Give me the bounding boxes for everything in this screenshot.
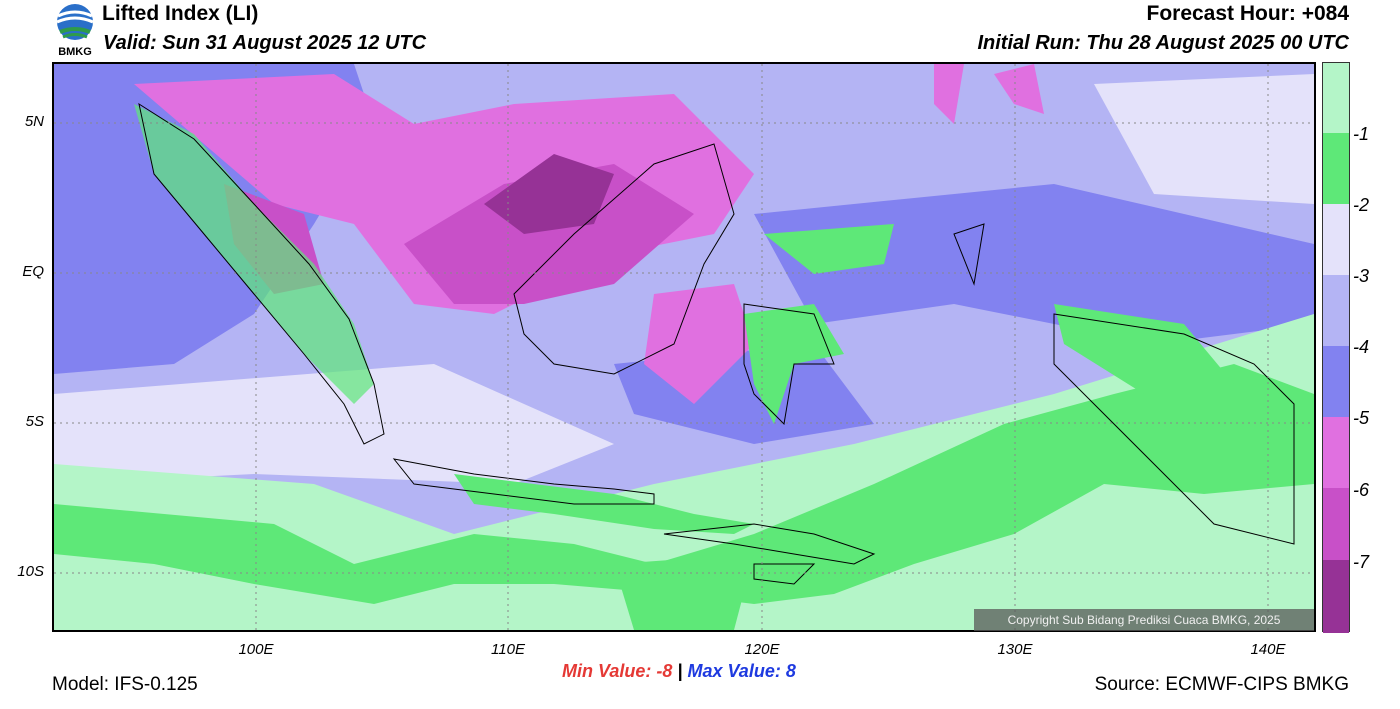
lifted-index-map xyxy=(52,62,1316,632)
colorbar-segment xyxy=(1323,275,1349,346)
lon-label-100e: 100E xyxy=(238,641,274,658)
colorbar-segment xyxy=(1323,560,1349,633)
colorbar-segment xyxy=(1323,204,1349,275)
max-value-label: Max Value: xyxy=(687,661,781,681)
lon-label-110e: 110E xyxy=(491,641,525,658)
colorbar-segment xyxy=(1323,346,1349,417)
map-title: Lifted Index (LI) xyxy=(102,2,259,25)
colorbar-label: -1 xyxy=(1353,124,1370,144)
colorbar-label: -6 xyxy=(1353,480,1370,500)
colorbar-segment xyxy=(1323,133,1349,204)
min-max-values: Min Value: -8 | Max Value: 8 xyxy=(562,661,796,682)
copyright-note: Copyright Sub Bidang Prediksi Cuaca BMKG… xyxy=(974,609,1314,631)
forecast-hour: Forecast Hour: +084 xyxy=(1146,2,1350,25)
initial-run: Initial Run: Thu 28 August 2025 00 UTC xyxy=(977,32,1349,54)
max-value: 8 xyxy=(785,661,796,681)
minmax-separator: | xyxy=(677,661,683,681)
lat-label-5n: 5N xyxy=(24,113,44,130)
bmkg-logo: BMKG xyxy=(52,2,98,60)
colorbar-segment xyxy=(1323,417,1349,488)
colorbar-label: -3 xyxy=(1353,266,1370,286)
lon-label-130e: 130E xyxy=(997,641,1033,658)
lat-label-5s: 5S xyxy=(25,413,44,430)
logo-text: BMKG xyxy=(58,46,92,58)
min-value-label: Min Value: xyxy=(562,661,652,681)
lat-label-10s: 10S xyxy=(17,563,44,580)
colorbar-segment xyxy=(1323,63,1349,133)
colorbar-label: -5 xyxy=(1353,408,1370,428)
colorbar-segment xyxy=(1323,488,1349,560)
min-value: -8 xyxy=(656,661,673,681)
lon-label-120e: 120E xyxy=(744,641,780,658)
lon-label-140e: 140E xyxy=(1250,641,1286,658)
model-info: Model: IFS-0.125 xyxy=(52,674,198,695)
lat-label-eq: EQ xyxy=(22,263,44,280)
colorbar-label: -7 xyxy=(1353,552,1370,572)
colorbar xyxy=(1322,62,1350,633)
source-info: Source: ECMWF-CIPS BMKG xyxy=(1094,674,1349,695)
colorbar-label: -2 xyxy=(1353,195,1370,215)
colorbar-label: -4 xyxy=(1353,337,1370,357)
valid-time: Valid: Sun 31 August 2025 12 UTC xyxy=(103,32,427,54)
